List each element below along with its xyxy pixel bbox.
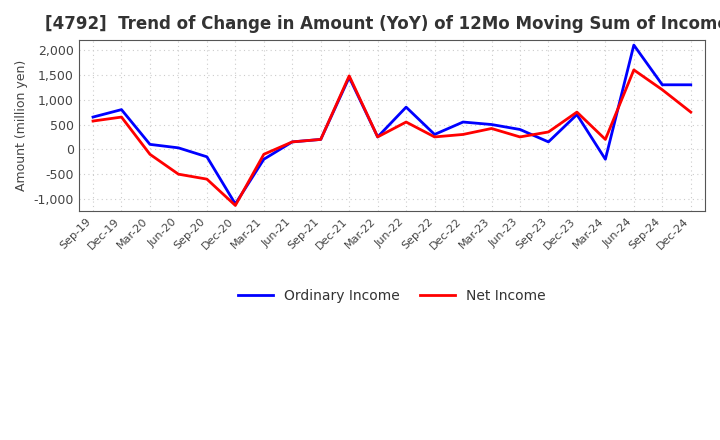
Ordinary Income — [601, 157, 610, 162]
Ordinary Income — [316, 137, 325, 142]
Net Income — [402, 119, 410, 125]
Ordinary Income — [231, 202, 240, 207]
Net Income — [572, 110, 581, 115]
Line: Ordinary Income: Ordinary Income — [93, 45, 690, 204]
Ordinary Income — [202, 154, 211, 159]
Net Income — [316, 137, 325, 142]
Net Income — [202, 176, 211, 182]
Net Income — [345, 73, 354, 78]
Ordinary Income — [117, 107, 126, 112]
Net Income — [658, 87, 667, 92]
Net Income — [145, 152, 154, 157]
Legend: Ordinary Income, Net Income: Ordinary Income, Net Income — [233, 283, 552, 308]
Net Income — [117, 114, 126, 120]
Ordinary Income — [259, 157, 268, 162]
Net Income — [516, 134, 524, 139]
Ordinary Income — [345, 75, 354, 80]
Ordinary Income — [288, 139, 297, 144]
Net Income — [686, 110, 695, 115]
Y-axis label: Amount (million yen): Amount (million yen) — [15, 60, 28, 191]
Ordinary Income — [658, 82, 667, 88]
Net Income — [487, 126, 496, 131]
Ordinary Income — [572, 112, 581, 117]
Net Income — [259, 152, 268, 157]
Net Income — [174, 172, 183, 177]
Ordinary Income — [487, 122, 496, 127]
Net Income — [288, 139, 297, 144]
Net Income — [89, 118, 97, 124]
Net Income — [459, 132, 467, 137]
Net Income — [431, 134, 439, 139]
Ordinary Income — [431, 132, 439, 137]
Ordinary Income — [459, 119, 467, 125]
Ordinary Income — [145, 142, 154, 147]
Ordinary Income — [516, 127, 524, 132]
Ordinary Income — [686, 82, 695, 88]
Line: Net Income: Net Income — [93, 70, 690, 205]
Net Income — [601, 137, 610, 142]
Net Income — [374, 134, 382, 139]
Net Income — [544, 129, 553, 135]
Ordinary Income — [402, 104, 410, 110]
Ordinary Income — [174, 145, 183, 150]
Title: [4792]  Trend of Change in Amount (YoY) of 12Mo Moving Sum of Incomes: [4792] Trend of Change in Amount (YoY) o… — [45, 15, 720, 33]
Net Income — [629, 67, 638, 73]
Net Income — [231, 203, 240, 208]
Ordinary Income — [544, 139, 553, 144]
Ordinary Income — [629, 42, 638, 48]
Ordinary Income — [89, 114, 97, 120]
Ordinary Income — [374, 134, 382, 139]
